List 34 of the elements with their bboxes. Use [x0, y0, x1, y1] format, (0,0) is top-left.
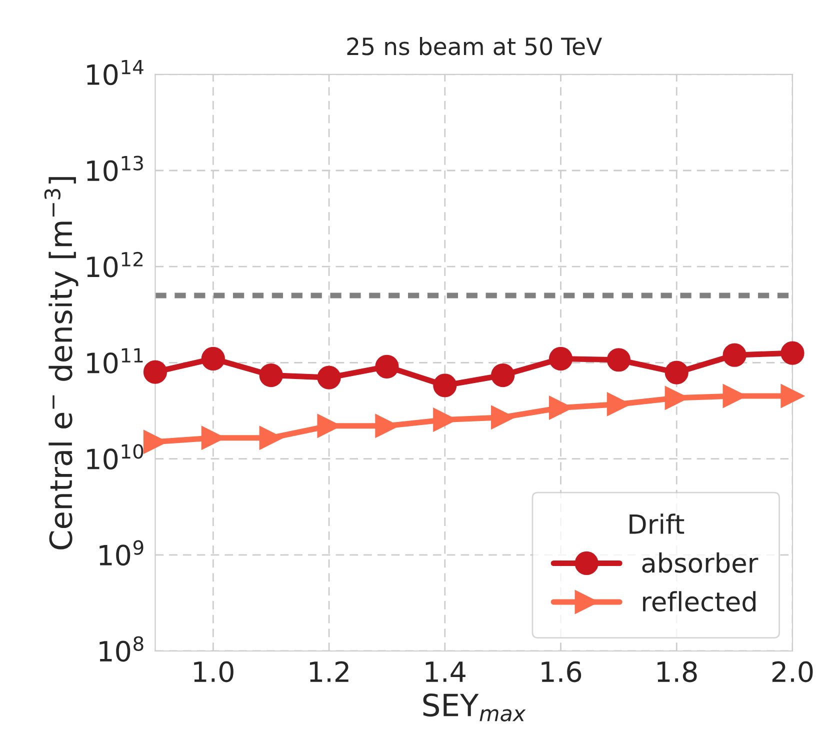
y-tick-label: 10$^{13}$ [87, 156, 143, 182]
x-tick-label: 1.6 [542, 661, 582, 682]
x-tick-label: 1.4 [426, 662, 466, 682]
point [375, 354, 399, 378]
legend-label: reflected [643, 591, 756, 612]
point [317, 366, 341, 390]
point [259, 363, 283, 388]
point [259, 426, 283, 450]
y-axis-title: Central e$^{−}$ density [m$^{−3}$] [44, 177, 78, 550]
point [201, 346, 225, 371]
x-tick-label: 1.0 [194, 661, 234, 682]
point [664, 360, 688, 384]
point [548, 346, 573, 371]
y-tick-label: 10$^{14}$ [87, 60, 144, 86]
legend-label: absorber [642, 552, 758, 573]
point [433, 374, 457, 398]
y-tick-label: 10$^{11}$ [87, 348, 143, 374]
point [780, 341, 804, 365]
x-tick-label: 2.0 [772, 661, 813, 682]
point [780, 384, 804, 408]
chart-title: 25 ns beam at 50 TeV [347, 37, 602, 56]
y-tick-label: 10$^{12}$ [87, 252, 143, 278]
x-axis-title: SEY$_{max}$ [423, 693, 526, 722]
point [491, 363, 515, 388]
y-tick-label: 10$^{9}$ [100, 540, 144, 566]
x-tick-label: 1.2 [310, 661, 348, 682]
point [143, 360, 168, 384]
x-tick-label: 1.8 [658, 661, 697, 682]
y-tick-label: 10$^{8}$ [100, 636, 144, 662]
y-tick-label: 10$^{10}$ [87, 444, 144, 470]
point [722, 343, 746, 367]
point [491, 406, 515, 430]
point [606, 348, 630, 372]
legend-title: Drift [630, 514, 684, 534]
